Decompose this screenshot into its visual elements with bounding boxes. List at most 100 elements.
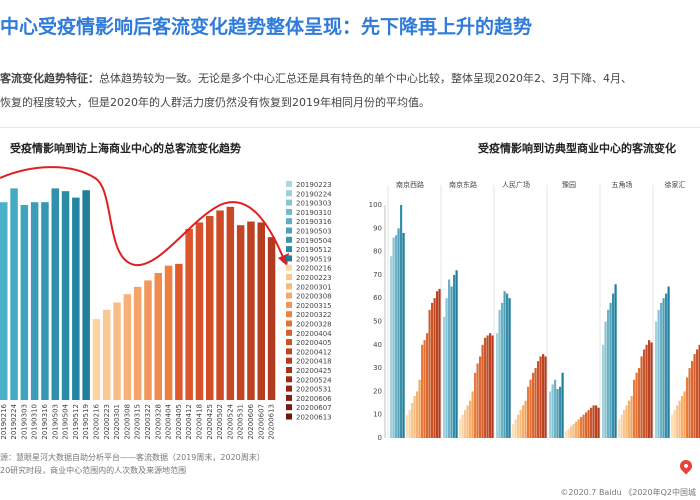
- legend-label: 20200315: [296, 302, 332, 310]
- legend-label: 20190504: [296, 237, 332, 245]
- bar-2020: [542, 354, 545, 438]
- bar-2020: [423, 340, 426, 438]
- x-tick-label: 20190519: [82, 404, 90, 440]
- bar-2020: [481, 344, 484, 438]
- legend-label: 20200607: [296, 404, 332, 412]
- legend-swatch: [286, 394, 292, 401]
- bar-2020: [464, 410, 467, 438]
- bar-20200425: [206, 216, 214, 400]
- x-tick-label: 20200613: [268, 404, 276, 440]
- bar-2020: [491, 335, 494, 438]
- y-tick-label: 60: [373, 294, 382, 302]
- bar-2020: [537, 361, 540, 438]
- y-tick-label: 10: [373, 411, 382, 419]
- x-tick-label: 20200502: [216, 404, 224, 440]
- bar-2020: [466, 405, 469, 438]
- bar-2019: [609, 302, 612, 438]
- legend-label: 20190503: [296, 228, 332, 236]
- bar-2020: [484, 337, 487, 438]
- bar-2020: [628, 400, 631, 438]
- legend-label: 20200328: [296, 321, 332, 329]
- x-tick-label: 20200425: [206, 404, 214, 440]
- bar-2019: [390, 256, 393, 438]
- bar-2019: [612, 293, 615, 438]
- bar-2020: [633, 379, 636, 438]
- bar-2020: [648, 340, 651, 438]
- legend-swatch: [286, 199, 292, 206]
- summary-label: 客流变化趋势特征：: [0, 72, 99, 85]
- bar-2019: [397, 228, 400, 438]
- bar-2020: [640, 356, 643, 438]
- x-tick-label: 20200404: [165, 403, 173, 439]
- bar-2019: [556, 389, 559, 438]
- bar-2020: [431, 302, 434, 438]
- bar-2020: [421, 344, 424, 438]
- group-label: 人民广场: [502, 180, 530, 189]
- bar-2019: [662, 298, 665, 438]
- bar-20200322: [144, 280, 152, 400]
- bar-2020: [572, 424, 575, 438]
- group-label: 五角场: [612, 180, 633, 189]
- bar-2020: [514, 419, 517, 438]
- legend-label: 20190224: [296, 190, 332, 198]
- bar-2020: [618, 419, 621, 438]
- bar-2019: [402, 232, 405, 438]
- bar-2020: [406, 414, 409, 438]
- bar-2020: [544, 356, 547, 438]
- x-tick-label: 20190504: [62, 403, 70, 439]
- bar-2020: [517, 414, 520, 438]
- x-tick-label: 20190303: [20, 404, 28, 440]
- bar-2020: [567, 428, 570, 438]
- bar-2020: [696, 349, 699, 438]
- bar-2019: [657, 309, 660, 438]
- x-tick-label: 20190310: [31, 404, 39, 440]
- x-tick-label: 20200412: [185, 404, 193, 440]
- legend-label: 20200308: [296, 293, 332, 301]
- bar-2020: [524, 400, 527, 438]
- y-tick-label: 80: [373, 248, 382, 256]
- bar-2020: [474, 372, 477, 438]
- bar-2019: [450, 286, 453, 438]
- bar-2020: [519, 410, 522, 438]
- summary-line-1: 客流变化趋势特征：总体趋势较为一致。无论是多个中心汇总还是具有特色的单个中心比较…: [0, 70, 632, 86]
- bar-2019: [448, 279, 451, 438]
- legend-label: 20190223: [296, 181, 332, 189]
- bar-2019: [455, 270, 458, 438]
- bar-2020: [693, 354, 696, 438]
- legend-label: 20200404: [296, 330, 332, 338]
- legend-label: 20200531: [296, 386, 332, 394]
- legend-swatch: [286, 357, 292, 364]
- x-tick-label: 20200418: [195, 404, 203, 440]
- bar-2020: [691, 361, 694, 438]
- bar-2020: [580, 417, 583, 438]
- legend-swatch: [286, 190, 292, 197]
- y-tick-label: 100: [369, 201, 382, 209]
- trend-arrow: [0, 166, 286, 267]
- bar-2020: [645, 344, 648, 438]
- bar-2019: [496, 333, 499, 438]
- legend-label: 20200613: [296, 414, 332, 422]
- bar-2020: [461, 414, 464, 438]
- bar-2020: [678, 400, 681, 438]
- bar-20190316: [41, 202, 49, 400]
- legend-swatch: [286, 311, 292, 318]
- bar-2020: [676, 405, 679, 438]
- legend-label: 20200216: [296, 265, 332, 273]
- bar-2020: [683, 391, 686, 438]
- bar-2019: [395, 235, 398, 438]
- bar-2020: [590, 407, 593, 438]
- bar-2020: [592, 405, 595, 438]
- x-tick-label: 20200315: [134, 404, 142, 440]
- legend-swatch: [286, 339, 292, 346]
- x-tick-label: 20200223: [103, 404, 111, 440]
- bar-2020: [408, 410, 411, 438]
- legend-swatch: [286, 413, 292, 420]
- bar-2020: [418, 379, 421, 438]
- group-label: 南京东路: [449, 180, 477, 189]
- bar-2019: [604, 321, 607, 438]
- scope-note: 20研究时段，商业中心范围内的人次数及来源地范围: [0, 466, 187, 475]
- bar-2019: [549, 391, 552, 438]
- bar-2020: [575, 421, 578, 438]
- bar-2020: [426, 333, 429, 438]
- bar-2019: [655, 321, 658, 438]
